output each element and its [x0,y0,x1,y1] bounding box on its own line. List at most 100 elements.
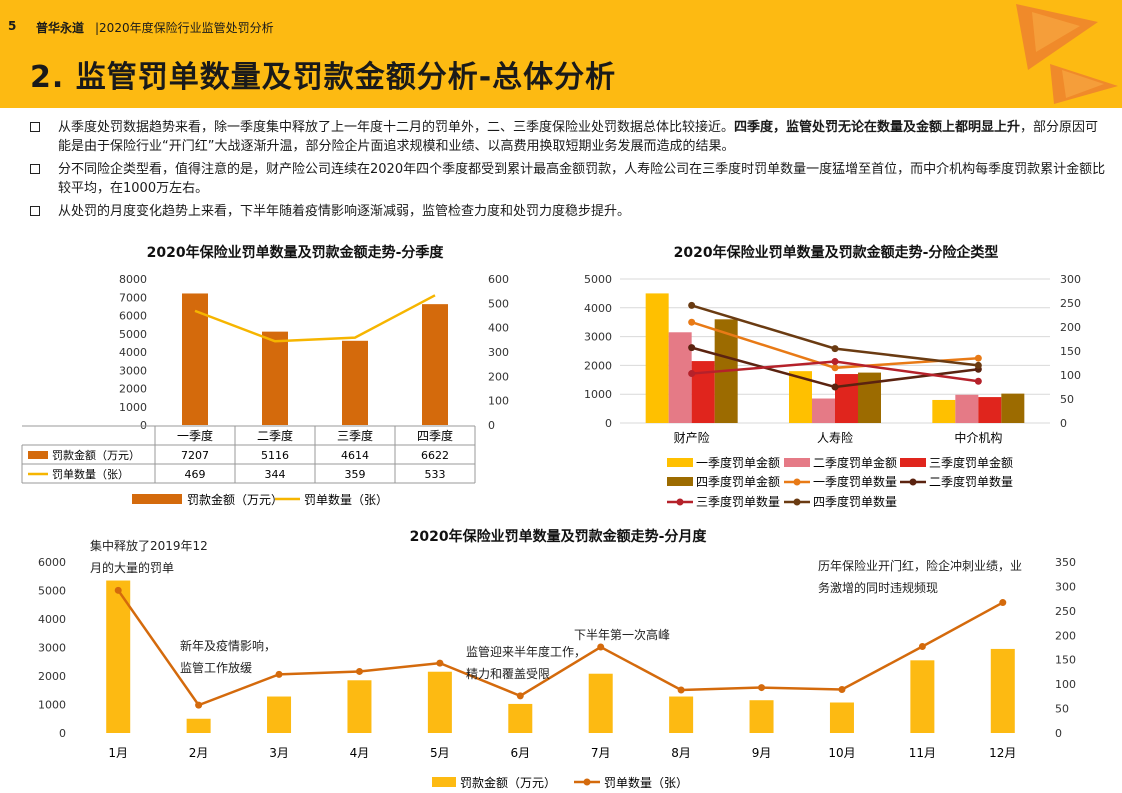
y-right-tick-label: 50 [1055,703,1069,716]
category-label: 三季度 [337,428,373,443]
table-cell-count: 344 [265,468,286,481]
y-left-tick-label: 4000 [119,346,147,359]
legend-label: 罚单数量（张） [304,492,388,507]
y-right-tick-label: 0 [1060,417,1067,430]
monthly-chart: 2020年保险业罚单数量及罚款金额走势-分月度01000200030004000… [38,528,1076,790]
y-right-tick-label: 500 [488,297,509,310]
bar-q3-amount [978,397,1002,423]
bar-q1-amount [932,399,956,423]
y-left-tick-label: 4000 [38,613,66,626]
y-right-tick-label: 100 [1055,678,1076,691]
y-right-tick-label: 300 [488,346,509,359]
category-label: 财产险 [674,430,710,445]
bullet-item: 从处罚的月度变化趋势上来看，下半年随着疫情影响逐渐减弱，监管检查力度和处罚力度稳… [28,202,1110,221]
annotation-text: 下半年第一次高峰 [574,627,670,642]
legend-label: 四季度罚单金额 [696,474,780,489]
point-month-count [999,599,1007,607]
table-cell-count: 469 [185,468,206,481]
point-q1-count [831,364,839,372]
y-left-tick-label: 5000 [119,328,147,341]
month-label: 3月 [269,746,289,760]
point-month-count [114,586,122,594]
point-q4-count [688,301,696,309]
y-left-tick-label: 5000 [38,585,66,598]
bar-month-amount [588,673,613,733]
point-q3-count [974,377,982,385]
bar-month-amount [267,696,292,733]
y-left-tick-label: 1000 [38,699,66,712]
y-left-tick-label: 6000 [119,310,147,323]
legend-label: 二季度罚单金额 [813,455,897,470]
point-month-count [597,643,605,651]
month-label: 9月 [752,746,772,760]
table-cell-count: 359 [345,468,366,481]
table-cell-amount: 5116 [261,449,289,462]
point-q4-count [831,345,839,353]
category-label: 二季度 [257,428,293,443]
legend-label: 一季度罚单金额 [696,455,780,470]
legend-swatch-marker [676,498,684,506]
annotation-text: 监管迎来半年度工作， [466,644,586,659]
category-label: 中介机构 [954,430,1002,445]
bullet-item: 分不同险企类型看，值得注意的是，财产险公司连续在2020年四个季度都受到累计最高… [28,160,1110,198]
legend-label: 二季度罚单数量 [929,474,1013,489]
point-month-count [758,684,766,692]
table-cell-count: 533 [425,468,446,481]
y-left-tick-label: 0 [59,727,66,740]
y-left-tick-label: 3000 [38,642,66,655]
point-month-count [436,659,444,667]
bar-month-amount [508,703,533,733]
table-cell-amount: 7207 [181,449,209,462]
bar-q3-amount [691,361,715,423]
bullet-item: 从季度处罚数据趋势来看，除一季度集中释放了上一年度十二月的罚单外，二、三季度保险… [28,118,1110,156]
bullet-text: 从处罚的月度变化趋势上来看，下半年随着疫情影响逐渐减弱，监管检查力度和处罚力度稳… [58,204,631,219]
bar-month-amount [186,718,211,733]
point-month-count [516,692,524,700]
y-left-tick-label: 3000 [119,364,147,377]
legend-swatch-marker [583,778,591,786]
point-q3-count [831,358,839,366]
legend-label: 三季度罚单数量 [696,494,780,509]
chart-title: 2020年保险业罚单数量及罚款金额走势-分季度 [147,244,445,261]
y-right-tick-label: 150 [1055,654,1076,667]
y-right-tick-label: 300 [1060,273,1081,286]
legend-swatch-marker [909,478,917,486]
y-right-tick-label: 0 [488,419,495,432]
bar-month-amount [829,702,854,733]
point-month-count [275,670,283,678]
page-number: 5 [8,19,17,33]
y-left-tick-label: 2000 [119,383,147,396]
table-row-label: 罚款金额（万元） [52,448,140,462]
bar-q2-amount [668,332,692,423]
month-label: 6月 [510,746,530,760]
bar-q1-amount [645,293,669,423]
legend-swatch-bar [132,494,182,504]
legend-label: 一季度罚单数量 [813,474,897,489]
month-label: 11月 [909,746,936,760]
annotation-text: 历年保险业开门红，险企冲刺业绩，业 [818,558,1022,573]
y-right-tick-label: 300 [1055,580,1076,593]
company-type-chart: 2020年保险业罚单数量及罚款金额走势-分险企类型010002000300040… [584,244,1081,509]
y-left-tick-label: 3000 [584,331,612,344]
decorative-triangles-graphic [1016,4,1118,104]
bar-q2-amount [812,398,835,423]
y-right-tick-label: 250 [1060,297,1081,310]
month-label: 7月 [591,746,611,760]
point-q4-count [974,361,982,369]
table-cell-amount: 6622 [421,449,449,462]
legend-label: 罚款金额（万元） [460,775,556,790]
bar-month-amount [106,580,131,733]
bullet-text-tail: ，部分原因可能是由于保险行业“开门红”大战逐渐升温，部分险企片面追求规模和业绩、… [58,120,1099,154]
month-label: 10月 [828,746,855,760]
y-right-tick-label: 150 [1060,345,1081,358]
y-right-tick-label: 350 [1055,556,1076,569]
bar-q4-amount [858,372,881,423]
bar-month-amount [427,671,452,733]
annotation-text: 新年及疫情影响， [180,638,276,653]
quarterly-chart: 2020年保险业罚单数量及罚款金额走势-分季度 0 1000 2000 3000 4000… [21,244,509,507]
legend-swatch-bar [784,458,810,467]
table-cell-amount: 4614 [341,449,369,462]
chart-title: 2020年保险业罚单数量及罚款金额走势-分月度 [410,528,708,545]
bullet-list: 从季度处罚数据趋势来看，除一季度集中释放了上一年度十二月的罚单外，二、三季度保险… [28,118,1110,225]
y-right-tick-label: 250 [1055,605,1076,618]
